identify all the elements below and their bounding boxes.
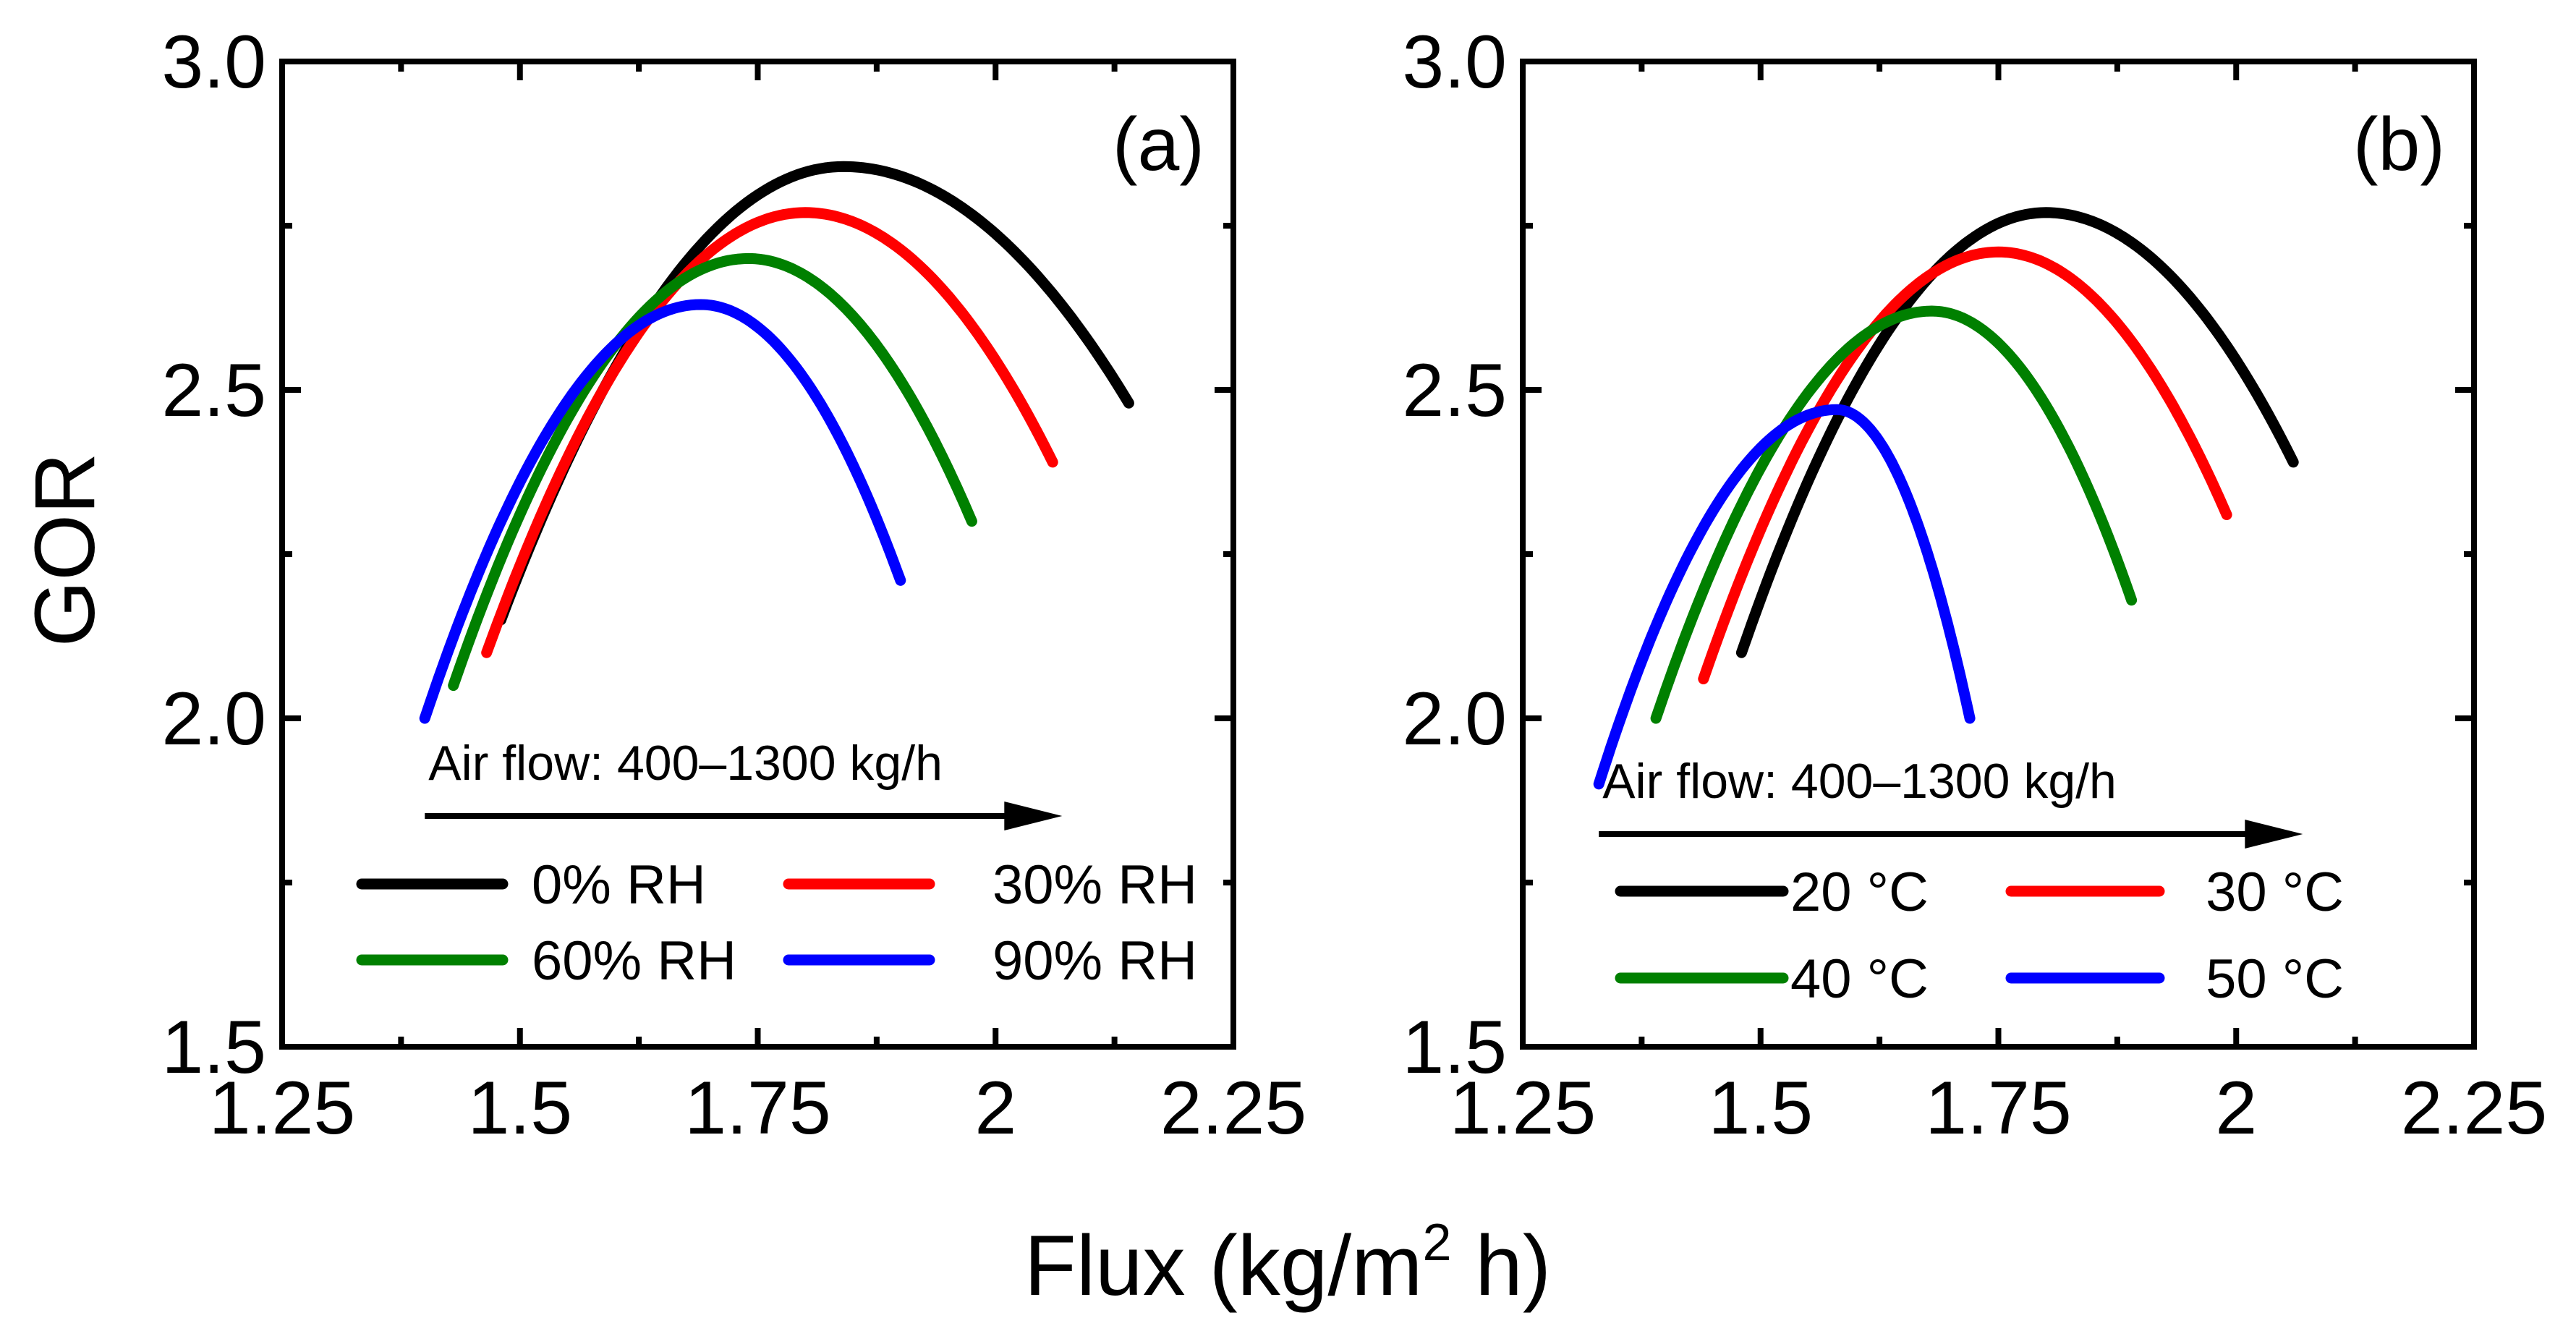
y-axis-title: GOR — [17, 453, 113, 647]
legend-entry: 0% RH — [532, 854, 706, 916]
legend: 0% RH 30% RH 60% RH 90% RH — [356, 854, 1197, 992]
x-tick-label: 2.25 — [1160, 1066, 1306, 1150]
y-tick-label: 2.0 — [1402, 677, 1507, 761]
series-line — [481, 207, 1058, 658]
x-axis-title: Flux (kg/m2 h) — [1024, 1214, 1551, 1314]
x-tick-label: 1.75 — [684, 1066, 830, 1150]
legend-entry: 90% RH — [992, 930, 1197, 992]
legend-entry: 60% RH — [532, 930, 736, 992]
series-line — [419, 299, 906, 724]
series-line — [448, 252, 977, 692]
panel-label: (b) — [2353, 103, 2445, 187]
y-tick-label: 2.5 — [161, 349, 266, 433]
x-tick-label: 2.25 — [2401, 1066, 2547, 1150]
x-tick-label: 1.75 — [1925, 1066, 2071, 1150]
y-tick-label: 3.0 — [161, 20, 266, 104]
x-tick-label: 2 — [2215, 1066, 2257, 1150]
airflow-annotation: Air flow: 400–1300 kg/h — [428, 736, 943, 791]
legend: 20 °C 30 °C 40 °C 50 °C — [1615, 862, 2344, 1010]
y-tick-label: 3.0 — [1402, 20, 1507, 104]
legend-entry: 50 °C — [2206, 948, 2344, 1010]
panel-label: (a) — [1113, 103, 1204, 187]
airflow-arrow-head — [2245, 820, 2303, 849]
x-tick-label: 1.25 — [1450, 1066, 1596, 1150]
y-tick-label: 2.5 — [1402, 349, 1507, 433]
legend-entry: 30 °C — [2206, 862, 2344, 923]
legend-entry: 30% RH — [992, 854, 1197, 916]
airflow-annotation: Air flow: 400–1300 kg/h — [1602, 754, 2117, 809]
airflow-arrow-head — [1004, 802, 1063, 830]
y-tick-label: 2.0 — [161, 677, 266, 761]
y-tick-label: 1.5 — [161, 1006, 266, 1089]
panel-b: 1.25 1.5 1.75 2 2.251.52.02.53.0(b)Air flow:… — [1402, 20, 2547, 1150]
x-tick-label: 1.5 — [467, 1066, 572, 1150]
legend-entry: 40 °C — [1790, 948, 1929, 1010]
legend-entry: 20 °C — [1790, 862, 1929, 923]
x-tick-label: 1.5 — [1708, 1066, 1813, 1150]
series-line — [1650, 305, 2138, 724]
series-line — [1593, 404, 1976, 790]
x-tick-label: 2 — [974, 1066, 1016, 1150]
series-line — [1698, 246, 2232, 684]
y-tick-label: 1.5 — [1402, 1006, 1507, 1089]
x-tick-label: 1.25 — [209, 1066, 355, 1150]
series-line — [1735, 207, 2299, 658]
panel-a: 1.25 1.5 1.75 2 2.251.52.02.53.0(a)Air flow:… — [161, 20, 1306, 1150]
